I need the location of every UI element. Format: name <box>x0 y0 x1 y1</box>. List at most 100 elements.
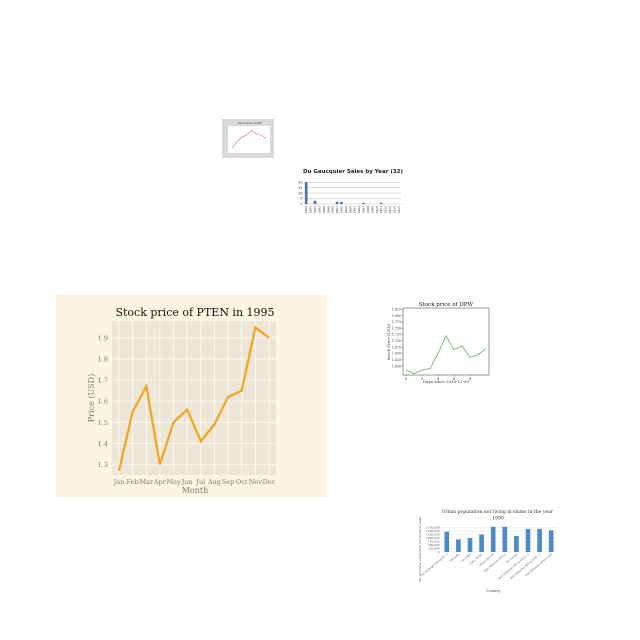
gaucquier-ytick-label: 5 <box>300 197 302 201</box>
gaucquier-xtick-label: 1902 <box>339 206 343 214</box>
dpw-series-line <box>405 334 487 375</box>
thumbnail-chart-panel: Stock price of ABC <box>222 119 274 158</box>
gaucquier-bar <box>340 201 343 204</box>
dpw-ytick-label: 1.650 <box>392 352 401 356</box>
pten-ytick-label: 1.5 <box>98 419 108 427</box>
pten-ylabel: Price (USD) <box>87 374 96 422</box>
pten-xtick-label: Aug <box>207 478 221 486</box>
gaucquier-xtick-label: 1912 <box>384 206 388 214</box>
slums-title: Urban population not living in slums in … <box>441 509 554 522</box>
pten-ytick-label: 1.9 <box>98 334 108 342</box>
dpw-ytick-label: 1.675 <box>392 345 401 349</box>
gaucquier-xtick-label: 1911 <box>379 206 383 214</box>
slums-ylabel: No. of Urban population not living in sl… <box>418 516 422 582</box>
pten-xtick-label: Mar <box>139 478 154 486</box>
gaucquier-title: Du Gaucquier Sales by Year (32) <box>303 169 404 175</box>
slums-xlabel: Country <box>486 589 502 593</box>
dpw-xlabel: Days since 2010-12-30 <box>423 379 469 384</box>
dpw-xtick-label: 6 <box>453 377 455 381</box>
pten-ytick-label: 1.3 <box>98 461 108 469</box>
gaucquier-xtick-label: 1894 <box>304 206 308 214</box>
gaucquier-chart-panel: Du Gaucquier Sales by Year (32) 0 5 10 15 20… <box>290 162 410 217</box>
gaucquier-xtick-label: 1915 <box>397 206 401 214</box>
slums-ytick-label: 1,500,000 <box>425 529 439 533</box>
gaucquier-bar <box>335 201 339 204</box>
dpw-ytick-label: 1.725 <box>392 333 401 337</box>
dpw-xtick-label: 2 <box>421 377 423 381</box>
slums-bar <box>525 528 531 552</box>
slums-xtick-label: Senegal <box>460 552 471 562</box>
slums-chart: Urban population not living in slums in … <box>418 509 557 593</box>
slums-ytick-label: 1,750,000 <box>425 526 439 530</box>
slums-bar <box>537 528 542 552</box>
slums-xtick-label: Rwanda <box>449 552 461 563</box>
dpw-ytick-label: 1.775 <box>392 320 401 324</box>
gaucquier-xtick-label: 1897 <box>317 206 321 214</box>
gaucquier-xtick-label: 1910 <box>375 206 379 214</box>
slums-ytick-label: 750,000 <box>428 540 440 544</box>
gaucquier-bar <box>313 200 317 204</box>
pten-series-line <box>117 325 270 472</box>
gaucquier-xtick-label: 1905 <box>353 206 357 214</box>
pten-xtick-label: Oct <box>236 478 248 486</box>
dpw-xtick-label: 8 <box>469 377 471 381</box>
pten-xtick-label: Jul <box>195 478 205 486</box>
gaucquier-xtick-label: 1898 <box>322 206 326 214</box>
dpw-xtick-label: 4 <box>437 377 440 381</box>
pten-xtick-label: Jun <box>181 478 193 486</box>
pten-ytick-label: 1.7 <box>98 377 108 385</box>
pten-xtick-label: Feb <box>127 478 139 486</box>
gaucquier-xtick-label: 1895 <box>309 206 313 214</box>
dpw-ytick-label: 1.600 <box>392 364 401 368</box>
pten-ytick-label: 1.6 <box>98 398 108 406</box>
pten-xtick-label: Jan <box>113 478 125 486</box>
pten-chart-panel: Stock price of PTEN in 1995 Jan Feb Mar Apr… <box>56 294 327 497</box>
gaucquier-xtick-label: 1906 <box>357 206 361 214</box>
dpw-ytick-label: 1.700 <box>392 339 401 343</box>
pten-title: Stock price of PTEN in 1995 <box>115 306 274 319</box>
pten-xtick-label: Nov <box>249 478 263 486</box>
dpw-ylabel: Stock Price (USD) <box>386 323 391 360</box>
gaucquier-bar <box>362 202 365 204</box>
pten-ytick-label: 1.8 <box>98 355 108 363</box>
slums-bar <box>548 530 554 552</box>
gaucquier-ytick-label: 0 <box>300 202 302 206</box>
pten-xtick-label: Sep <box>222 478 234 486</box>
gaucquier-xtick-label: 1899 <box>326 206 330 214</box>
slums-xtick-label: Fiji (Intergovernment...) <box>419 552 448 577</box>
gaucquier-bar <box>304 182 308 204</box>
slums-bar <box>490 526 496 552</box>
dpw-ytick-label: 1.825 <box>392 307 401 311</box>
gaucquier-xtick-label: 1907 <box>362 206 366 214</box>
pten-xtick-label: Apr <box>153 478 167 486</box>
slums-ytick-label: 1,250,000 <box>425 533 439 537</box>
dpw-plot-area <box>402 307 490 376</box>
pten-xtick-label: Dec <box>263 478 276 486</box>
gaucquier-ytick-label: 15 <box>298 186 302 190</box>
gaucquier-xtick-label: 1909 <box>370 206 374 214</box>
gaucquier-xtick-label: 1904 <box>348 206 352 214</box>
dpw-xtick-label: 0 <box>405 377 407 381</box>
slums-bar <box>502 526 508 552</box>
gaucquier-xtick-label: 1901 <box>335 206 339 214</box>
dpw-ytick-label: 1.750 <box>392 326 401 330</box>
slums-bar <box>444 531 450 552</box>
pten-xtick-label: May <box>166 478 181 486</box>
gaucquier-xtick-label: 1913 <box>388 206 392 214</box>
gaucquier-ytick-label: 20 <box>298 180 302 184</box>
gaucquier-xtick-label: 1914 <box>392 206 396 214</box>
dpw-chart: Stock price of DPW 0 2 4 6 8 1.600 1.625 1.650… <box>386 302 490 384</box>
slums-bar <box>514 535 519 552</box>
gaucquier-xtick-label: 1903 <box>344 206 348 214</box>
gaucquier-ytick-label: 10 <box>298 191 302 195</box>
slums-ytick-label: 0 <box>438 550 440 554</box>
dpw-ytick-label: 1.800 <box>392 314 401 318</box>
pten-xlabel: Month <box>182 486 209 495</box>
slums-ytick-label: 1,000,000 <box>425 536 439 540</box>
gaucquier-xtick-label: 1908 <box>366 206 370 214</box>
pten-ytick-label: 1.4 <box>98 440 108 448</box>
thumbnail-plot-area <box>228 126 270 153</box>
gaucquier-xtick-label: 1900 <box>331 206 335 214</box>
dpw-chart-panel: Stock price of DPW 0 2 4 6 8 1.600 1.625 1.650… <box>383 298 495 386</box>
